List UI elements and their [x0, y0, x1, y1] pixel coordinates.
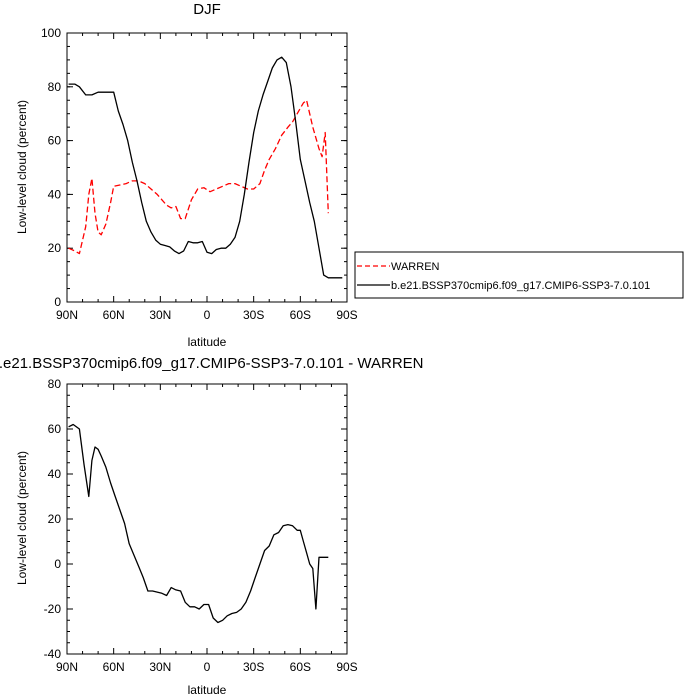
bottom-y-tick-label: 60 [48, 422, 62, 436]
bottom-chart-panel: b.e21.BSSP370cmip6.f09_g17.CMIP6-SSP3-7.… [0, 355, 424, 697]
top-y-tick-label: 80 [48, 80, 62, 94]
top-plot-area: 90N 60N 30N 0 30S 60S 90S 0 20 40 60 80 100 [41, 26, 358, 322]
top-y-tick-label: 60 [48, 134, 62, 148]
bottom-y-tick-label: 20 [48, 512, 62, 526]
top-y-tick-label: 0 [54, 295, 61, 309]
bottom-y-tick-label: 40 [48, 467, 62, 481]
bottom-plot-area: 90N 60N 30N 0 30S 60S 90S -40 -20 0 20 40 60 80 [44, 377, 358, 674]
bottom-y-tick-label: 0 [54, 557, 61, 571]
top-x-tick-label: 60N [103, 308, 125, 322]
top-x-tick-label: 90N [56, 308, 78, 322]
bottom-y-tick-label: -40 [44, 647, 62, 661]
bottom-x-tick-label: 90N [56, 660, 78, 674]
top-x-axis-label: latitude [188, 335, 227, 349]
top-plot-frame [66, 32, 348, 303]
bottom-chart-title: b.e21.BSSP370cmip6.f09_g17.CMIP6-SSP3-7.… [0, 355, 424, 372]
bottom-y-axis-label: Low-level cloud (percent) [15, 451, 29, 585]
top-x-tick-label: 0 [204, 308, 211, 322]
legend-box [354, 251, 684, 299]
top-series-line-0 [68, 99, 329, 255]
top-x-tick-label: 30N [149, 308, 171, 322]
top-y-tick-label: 40 [48, 187, 62, 201]
top-chart-panel: DJF 90N 60N 30N 0 30S 60S 90S 0 20 40 60 80 100 lati… [15, 1, 358, 349]
top-x-tick-label: 90S [336, 308, 357, 322]
bottom-x-tick-label: 0 [204, 660, 211, 674]
legend-label-warren: WARREN [391, 261, 440, 273]
bottom-x-tick-label: 30S [243, 660, 264, 674]
top-y-tick-label: 100 [41, 26, 61, 40]
bottom-x-axis-label: latitude [188, 683, 227, 697]
top-chart-title: DJF [193, 1, 221, 18]
legend-label-model: b.e21.BSSP370cmip6.f09_g17.CMIP6-SSP3-7.… [391, 280, 650, 292]
bottom-series-line-0 [68, 423, 329, 624]
legend: WARREN b.e21.BSSP370cmip6.f09_g17.CMIP6-… [354, 251, 684, 299]
top-y-tick-label: 20 [48, 241, 62, 255]
bottom-y-tick-label: 80 [48, 377, 62, 391]
bottom-x-tick-label: 30N [149, 660, 171, 674]
bottom-x-tick-label: 90S [336, 660, 357, 674]
bottom-x-tick-label: 60N [103, 660, 125, 674]
bottom-y-tick-label: -20 [44, 602, 62, 616]
bottom-plot-frame [66, 383, 348, 655]
top-x-tick-label: 30S [243, 308, 264, 322]
top-x-tick-label: 60S [290, 308, 311, 322]
bottom-x-tick-label: 60S [290, 660, 311, 674]
top-series-line-1 [68, 56, 343, 279]
top-y-axis-label: Low-level cloud (percent) [15, 100, 29, 234]
